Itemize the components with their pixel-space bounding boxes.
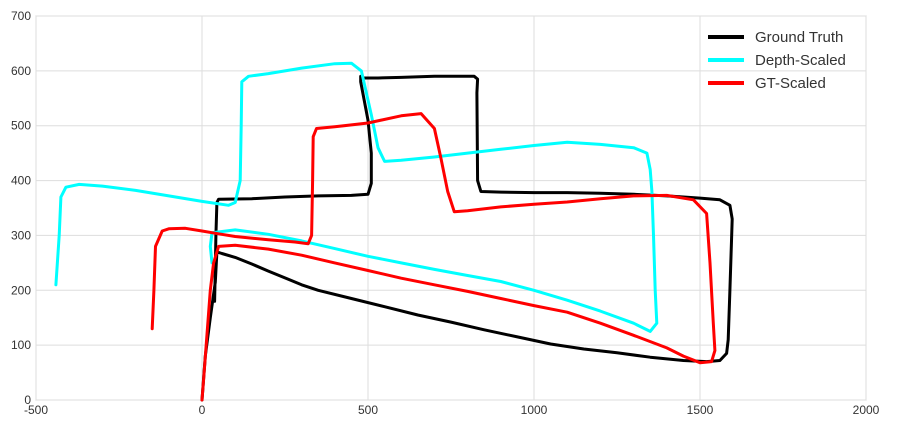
x-tick-label: 500 (358, 403, 378, 417)
grid-lines (35, 15, 867, 401)
series-group (54, 61, 734, 402)
x-tick-label: 1500 (687, 403, 714, 417)
y-tick-label: 300 (11, 228, 31, 242)
series-line-ground-truth (200, 74, 734, 402)
plot-area (35, 15, 867, 401)
series-line-depth-scaled (54, 61, 659, 333)
legend-label-depth-scaled: Depth-Scaled (755, 52, 846, 69)
legend-label-gt-scaled: GT-Scaled (755, 75, 826, 92)
x-tick-label: 0 (199, 403, 206, 417)
legend-label-ground-truth: Ground Truth (755, 29, 843, 46)
tick-labels: -500 0 500 1000 1500 200001002003004005006007… (11, 9, 880, 417)
y-tick-label: 500 (11, 119, 31, 133)
y-tick-label: 400 (11, 174, 31, 188)
x-tick-label: 2000 (853, 403, 880, 417)
y-tick-label: 700 (11, 9, 31, 23)
y-tick-label: 100 (11, 338, 31, 352)
y-tick-label: 600 (11, 64, 31, 78)
y-tick-label: 0 (24, 393, 31, 407)
y-tick-label: 200 (11, 283, 31, 297)
legend: Ground Truth Depth-Scaled GT-Scaled (708, 29, 846, 92)
series-line-gt-scaled (150, 112, 717, 402)
x-tick-label: -500 (24, 403, 48, 417)
x-tick-label: 1000 (521, 403, 548, 417)
